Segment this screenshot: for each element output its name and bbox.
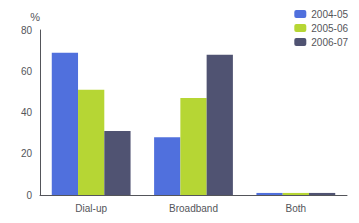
svg-text:2006-07: 2006-07	[311, 37, 348, 48]
svg-text:60: 60	[21, 66, 33, 77]
svg-text:Broadband: Broadband	[169, 203, 218, 214]
svg-text:2005-06: 2005-06	[311, 23, 348, 34]
svg-text:20: 20	[21, 148, 33, 159]
svg-text:Both: Both	[286, 203, 307, 214]
svg-text:%: %	[30, 11, 40, 23]
svg-text:2004-05: 2004-05	[311, 9, 348, 20]
svg-text:40: 40	[21, 107, 33, 118]
svg-text:Dial-up: Dial-up	[75, 203, 107, 214]
svg-text:0: 0	[26, 190, 32, 201]
svg-text:80: 80	[21, 25, 33, 36]
